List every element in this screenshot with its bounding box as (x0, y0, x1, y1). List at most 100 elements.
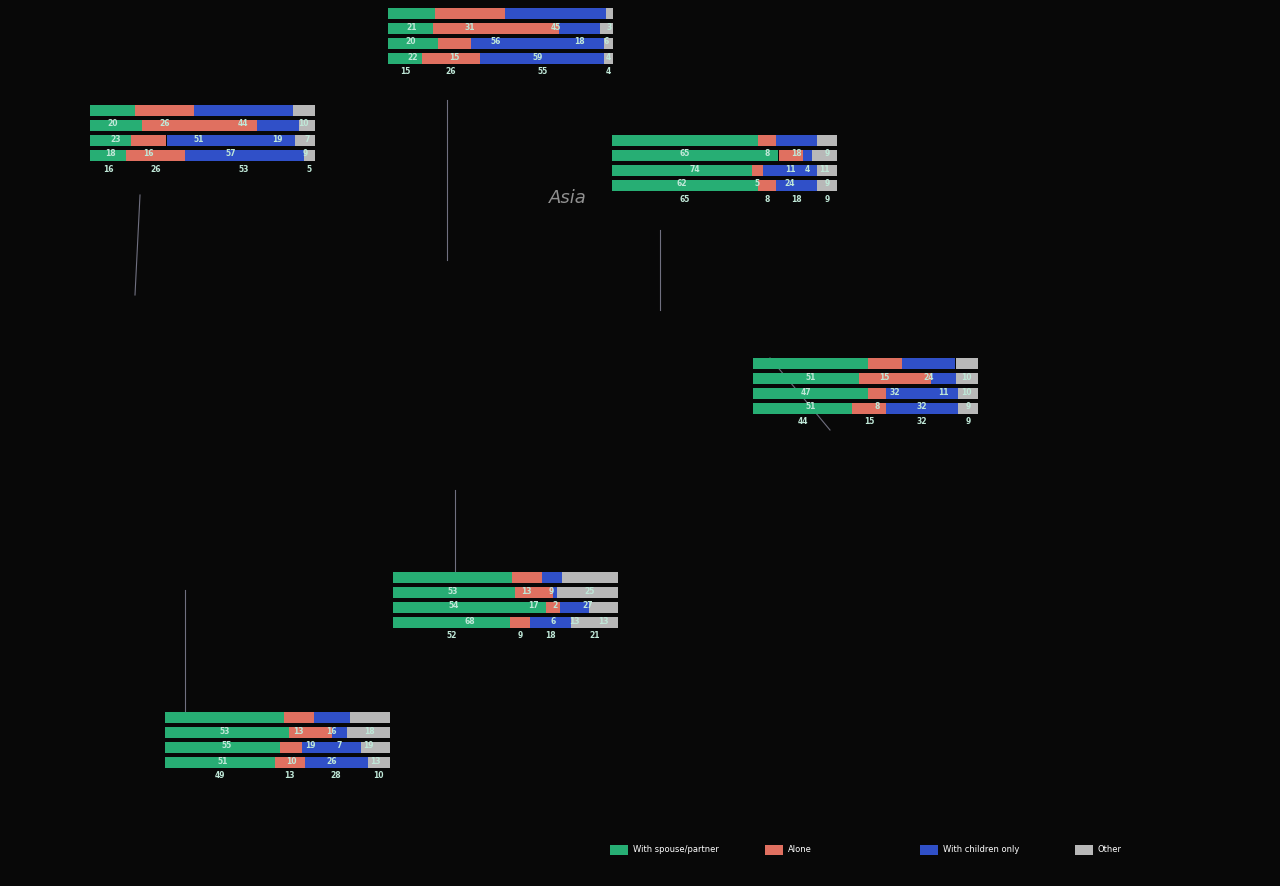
Text: 68: 68 (465, 617, 475, 626)
Text: 56: 56 (490, 37, 502, 46)
Text: 32: 32 (916, 402, 927, 411)
Text: 10: 10 (961, 372, 972, 382)
Text: 49: 49 (215, 772, 225, 781)
Bar (530, 617, 571, 628)
Text: 26: 26 (445, 67, 456, 76)
Bar (751, 165, 763, 176)
Bar (612, 180, 758, 191)
Text: 51: 51 (805, 402, 815, 411)
Bar (607, 8, 613, 19)
Text: 18: 18 (573, 37, 585, 46)
Bar (778, 150, 804, 161)
Bar (166, 135, 294, 146)
Text: 65: 65 (680, 150, 690, 159)
Bar (541, 572, 562, 583)
Bar (813, 150, 837, 161)
Bar (817, 135, 837, 146)
Bar (955, 373, 978, 384)
Bar (471, 38, 604, 49)
Text: 44: 44 (238, 120, 248, 128)
Text: 4: 4 (605, 67, 611, 76)
Bar (347, 727, 390, 738)
Bar (512, 572, 541, 583)
Text: 13: 13 (598, 617, 608, 626)
Text: 19: 19 (305, 742, 315, 750)
Bar (599, 23, 613, 34)
Text: With children only: With children only (943, 845, 1019, 854)
Bar (553, 587, 557, 598)
Bar (1075, 845, 1093, 855)
Text: Other: Other (1098, 845, 1123, 854)
Text: 9: 9 (517, 632, 522, 641)
Bar (303, 150, 315, 161)
Text: 9: 9 (824, 180, 829, 189)
Bar (859, 373, 931, 384)
Bar (275, 757, 305, 768)
Text: 13: 13 (293, 727, 305, 735)
Bar (604, 53, 613, 64)
Text: 10: 10 (298, 120, 308, 128)
Bar (868, 388, 886, 399)
Text: 65: 65 (680, 195, 690, 204)
Text: 15: 15 (449, 52, 460, 61)
Text: 15: 15 (864, 417, 874, 426)
Bar (957, 388, 978, 399)
Bar (193, 105, 293, 116)
Text: 26: 26 (150, 165, 160, 174)
Bar (604, 38, 613, 49)
Text: 23: 23 (110, 135, 122, 144)
Text: 59: 59 (532, 52, 543, 61)
Bar (612, 135, 758, 146)
Text: 21: 21 (589, 632, 599, 641)
Text: 13: 13 (522, 587, 532, 595)
Bar (165, 712, 284, 723)
Text: 7: 7 (305, 135, 310, 144)
Text: 8: 8 (764, 150, 771, 159)
Text: 51: 51 (805, 372, 815, 382)
Bar (90, 120, 142, 131)
Bar (817, 165, 837, 176)
Text: 4: 4 (605, 52, 611, 61)
Text: With spouse/partner: With spouse/partner (634, 845, 719, 854)
Text: 45: 45 (550, 22, 561, 32)
Bar (753, 388, 868, 399)
Text: 74: 74 (690, 165, 700, 174)
Bar (300, 120, 315, 131)
Bar (804, 150, 813, 161)
Bar (184, 150, 303, 161)
Text: 5: 5 (755, 180, 760, 189)
Text: 8: 8 (764, 195, 771, 204)
Bar (284, 712, 314, 723)
Text: 13: 13 (284, 772, 296, 781)
Bar (559, 602, 589, 613)
Bar (612, 150, 778, 161)
Bar (305, 757, 367, 768)
Text: 6: 6 (604, 37, 609, 46)
Text: 24: 24 (785, 180, 795, 189)
Bar (438, 38, 471, 49)
Text: 32: 32 (890, 387, 900, 397)
Text: 19: 19 (273, 135, 283, 144)
Bar (289, 727, 332, 738)
Bar (753, 403, 852, 414)
Text: 6: 6 (550, 617, 556, 626)
Bar (393, 572, 512, 583)
Bar (388, 38, 438, 49)
Text: 47: 47 (800, 387, 812, 397)
Text: 53: 53 (219, 727, 230, 735)
Bar (765, 845, 783, 855)
Bar (557, 587, 618, 598)
Bar (131, 135, 166, 146)
Text: 53: 53 (448, 587, 458, 595)
Text: 9: 9 (549, 587, 554, 595)
Bar (559, 23, 599, 34)
Bar (571, 617, 618, 628)
Bar (852, 403, 886, 414)
Text: 44: 44 (797, 417, 808, 426)
Bar (361, 742, 390, 753)
Bar (763, 165, 817, 176)
Text: 18: 18 (105, 150, 115, 159)
Text: 9: 9 (824, 150, 829, 159)
Text: 20: 20 (108, 120, 118, 128)
Text: 55: 55 (221, 742, 232, 750)
